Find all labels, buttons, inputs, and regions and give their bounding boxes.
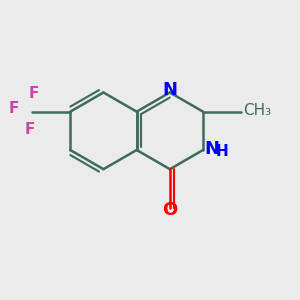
Text: F: F bbox=[8, 101, 19, 116]
Text: N: N bbox=[162, 82, 177, 100]
Text: N: N bbox=[204, 140, 219, 158]
Text: F: F bbox=[28, 86, 39, 101]
Text: O: O bbox=[162, 201, 178, 219]
Text: F: F bbox=[25, 122, 35, 137]
Text: H: H bbox=[216, 143, 229, 158]
Text: CH₃: CH₃ bbox=[243, 103, 271, 118]
